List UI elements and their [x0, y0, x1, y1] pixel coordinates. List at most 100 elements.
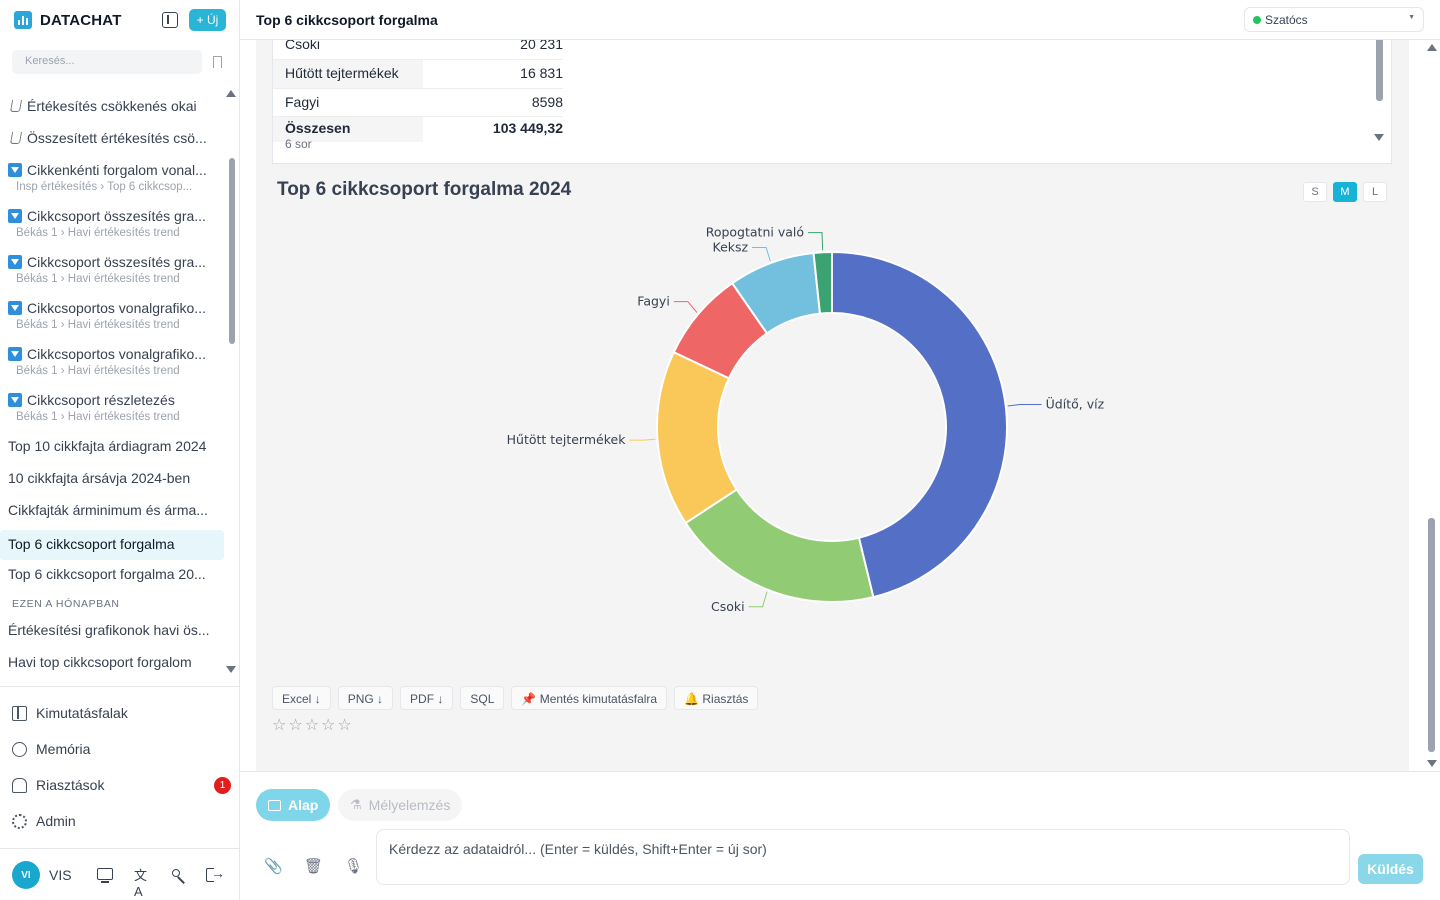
download-icon: ↓: [314, 692, 321, 706]
conversation-item[interactable]: Havi top cikkcsoport forgalom: [0, 654, 224, 670]
scroll-thumb[interactable]: [1376, 40, 1383, 101]
avatar[interactable]: VI: [12, 861, 40, 889]
logout-icon[interactable]: [206, 865, 225, 882]
table-cell-value: 8598: [531, 94, 563, 110]
table-cell-name: Hűtött tejtermékek: [285, 65, 399, 81]
main-scrollbar[interactable]: [1427, 40, 1437, 771]
mode-basic-button[interactable]: Alap: [256, 789, 331, 821]
conversation-item[interactable]: Cikkcsoport részletezés Békás 1 › Havi ér…: [0, 392, 224, 423]
conversation-title-text: Top 10 cikkfajta árdiagram 2024: [8, 438, 207, 454]
donut-slice[interactable]: [812, 250, 833, 315]
conversation-item[interactable]: Cikkenkénti forgalom vonal... Insp értéke…: [0, 162, 224, 193]
conversation-item[interactable]: Cikkcsoport összesítés gra... Békás 1 › H…: [0, 254, 224, 285]
label-leader-line: [629, 438, 656, 441]
search-input[interactable]: Keresés...: [12, 50, 202, 74]
scroll-down-icon[interactable]: [1427, 760, 1437, 767]
scroll-up-icon[interactable]: [226, 90, 236, 97]
mode-deep-button[interactable]: ⚗ Mélyelemzés: [338, 789, 463, 821]
slice-label: Keksz: [713, 239, 749, 254]
create-alert-button[interactable]: 🔔 Riasztás: [674, 686, 759, 710]
conversation-item[interactable]: Top 10 cikkfajta árdiagram 2024: [0, 438, 224, 454]
chart-icon: [8, 209, 22, 223]
nav-memory[interactable]: Memória: [12, 741, 90, 757]
monitor-icon[interactable]: [97, 868, 113, 883]
conversation-title-text: Cikkcsoportos vonalgrafiko...: [27, 300, 206, 316]
label-leader-line: [752, 246, 771, 262]
conversation-title: Cikkcsoportos vonalgrafiko...: [8, 346, 216, 362]
save-to-dashboard-button[interactable]: 📌 Mentés kimutatásfalra: [511, 686, 668, 710]
export-png-button[interactable]: PNG ↓: [337, 686, 394, 710]
conversation-title-text: Cikkfajták árminimum és árma...: [8, 502, 208, 518]
sidebar-collapse-icon[interactable]: [162, 12, 178, 28]
scroll-down-icon[interactable]: [1374, 134, 1384, 141]
conversation-item[interactable]: Top 6 cikkcsoport forgalma 20...: [0, 566, 224, 582]
conversation-title: Értékesítési grafikonok havi ös...: [8, 622, 216, 638]
scroll-down-icon[interactable]: [226, 666, 236, 673]
key-icon[interactable]: [172, 869, 180, 877]
donut-slice[interactable]: [656, 350, 739, 525]
dashboard-icon: [12, 705, 27, 721]
bell-icon: [12, 777, 27, 793]
download-icon: ↓: [437, 692, 444, 706]
chat-input[interactable]: Kérdezz az adataidról... (Enter = küldés…: [376, 829, 1350, 885]
translate-icon[interactable]: 文A: [134, 868, 148, 899]
conversation-title-text: Havi top cikkcsoport forgalom: [8, 654, 192, 670]
size-l-button[interactable]: L: [1363, 182, 1387, 202]
flask-icon: [8, 131, 22, 145]
table-cell-name: Összesen: [285, 120, 351, 136]
conversation-item[interactable]: Cikkcsoport összesítés gra... Békás 1 › H…: [0, 208, 224, 239]
chart-icon: [8, 301, 22, 315]
conversation-title: Cikkcsoport összesítés gra...: [8, 254, 216, 270]
scroll-thumb[interactable]: [1428, 518, 1435, 752]
scroll-up-icon[interactable]: [1427, 44, 1437, 51]
mode-basic-label: Alap: [288, 797, 319, 813]
label-leader-line: [748, 591, 768, 608]
trash-icon[interactable]: 🗑: [304, 858, 324, 875]
sidebar-scrollbar[interactable]: [226, 90, 236, 674]
conversation-breadcrumb: Békás 1 › Havi értékesítés trend: [16, 227, 180, 239]
export-excel-button[interactable]: Excel ↓: [272, 686, 331, 710]
paperclip-icon[interactable]: 📎: [264, 858, 283, 875]
conversation-title: 10 cikkfajta ársávja 2024-ben: [8, 470, 216, 486]
size-m-button[interactable]: M: [1333, 182, 1357, 202]
bookmark-icon[interactable]: [213, 56, 222, 68]
donut-slice[interactable]: [831, 250, 1008, 599]
store-select[interactable]: Szatócs ▼: [1244, 7, 1424, 32]
conversation-title-text: Összesített értékesítés csö...: [27, 130, 207, 146]
conversation-item[interactable]: Értékesítési grafikonok havi ös...: [0, 622, 224, 638]
conversation-title-text: Top 6 cikkcsoport forgalma 20...: [8, 566, 206, 582]
conversation-item[interactable]: Értékesítés csökkenés okai: [0, 98, 224, 114]
conversation-item[interactable]: Cikkfajták árminimum és árma...: [0, 502, 224, 518]
donut-slice[interactable]: [684, 488, 875, 603]
microphone-icon[interactable]: 🎙: [344, 858, 364, 875]
conversation-item[interactable]: Cikkcsoportos vonalgrafiko... Békás 1 › H…: [0, 346, 224, 377]
nav-dashboards[interactable]: Kimutatásfalak: [12, 705, 128, 721]
sql-button[interactable]: SQL: [460, 686, 505, 710]
table-cell-name: Csoki: [285, 40, 321, 52]
conversation-item[interactable]: Cikkcsoportos vonalgrafiko... Békás 1 › H…: [0, 300, 224, 331]
conversation-item[interactable]: 10 cikkfajta ársávja 2024-ben: [0, 470, 224, 486]
rating-stars[interactable]: ☆☆☆☆☆: [272, 717, 354, 734]
export-pdf-button[interactable]: PDF ↓: [400, 686, 454, 710]
conversation-title-text: Top 6 cikkcsoport forgalma: [8, 536, 175, 552]
chevron-down-icon: ▼: [1408, 14, 1415, 21]
conversation-breadcrumb: Békás 1 › Havi értékesítés trend: [16, 273, 180, 285]
new-chat-button[interactable]: + Új: [189, 9, 226, 31]
status-dot-icon: [1253, 16, 1261, 24]
table-scrollbar[interactable]: [1374, 40, 1384, 141]
brand[interactable]: DATACHAT: [14, 8, 122, 32]
conversation-item-active[interactable]: Top 6 cikkcsoport forgalma: [0, 530, 224, 560]
send-button[interactable]: Küldés: [1358, 854, 1423, 884]
alerts-badge: 1: [214, 777, 231, 794]
conversation-item[interactable]: Összesített értékesítés csö...: [0, 130, 224, 146]
size-s-button[interactable]: S: [1303, 182, 1327, 202]
donut-chart: Üdítő, víz Csoki Hűtött tejtermékek Fagyi Ke…: [507, 225, 1105, 614]
nav-admin[interactable]: Admin: [12, 813, 76, 829]
nav-alerts[interactable]: Riasztások: [12, 777, 104, 793]
scroll-thumb[interactable]: [229, 158, 235, 344]
export-png-label: PNG: [347, 692, 374, 706]
main-content: Csoki 20 231 Hűtött tejtermékek 16 831 F…: [240, 40, 1440, 771]
conversation-breadcrumb: Békás 1 › Havi értékesítés trend: [16, 411, 180, 423]
table-row: Fagyi 8598: [273, 89, 563, 117]
